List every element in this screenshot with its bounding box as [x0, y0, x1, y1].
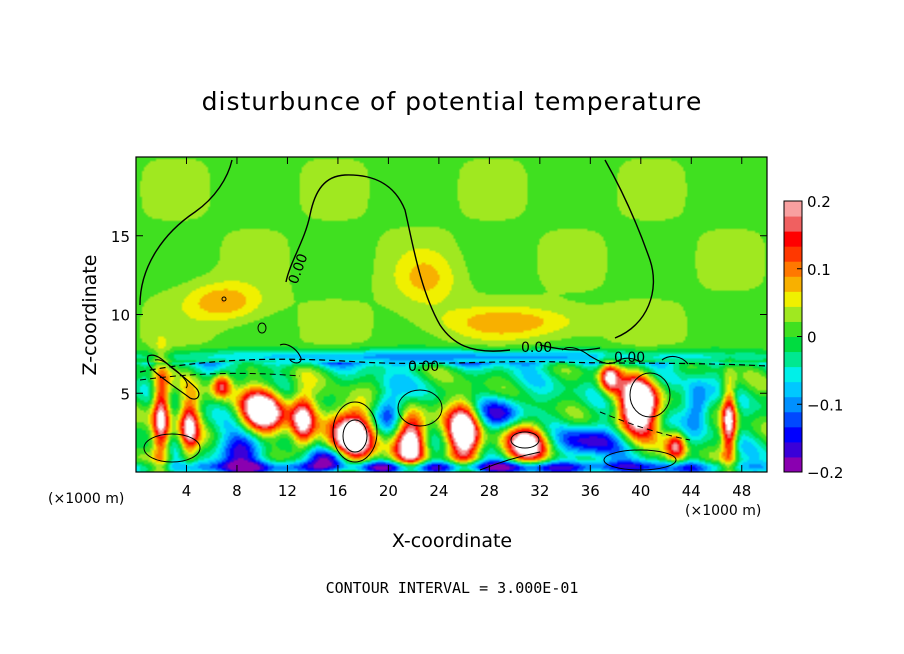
- x-tick-label: 16: [328, 482, 347, 500]
- colorbar-swatch: [784, 246, 802, 262]
- colorbar-swatch: [784, 276, 802, 292]
- x-tick-label: 24: [429, 482, 448, 500]
- chart-title: disturbunce of potential temperature: [202, 87, 703, 116]
- x-tick-label: 48: [732, 482, 751, 500]
- x-tick-label: 32: [530, 482, 549, 500]
- y-axis-label: Z-coordinate: [79, 255, 101, 376]
- colorbar-tick-label: −0.2: [807, 464, 843, 482]
- contour-label-3: 0.00: [521, 340, 552, 356]
- x-unit-label-right: (×1000 m): [685, 503, 761, 519]
- x-tick-label: 12: [278, 482, 297, 500]
- x-axis-label: X-coordinate: [392, 530, 512, 552]
- colorbar: 0.2 0.1 0 −0.1 −0.2: [783, 193, 843, 482]
- y-tick-label: 5: [120, 385, 130, 403]
- colorbar-swatch: [784, 441, 802, 458]
- contour-label-4: 0.00: [614, 350, 645, 366]
- colorbar-tick-label: 0.1: [807, 261, 831, 279]
- plot-area: 0.00 0.00 0.00 0.00 4 8 12 16 20 24 28 32 36 40 44…: [111, 156, 768, 500]
- y-tick-label: 10: [111, 307, 130, 325]
- colorbar-swatch: [784, 351, 802, 368]
- colorbar-swatch: [784, 231, 802, 247]
- colorbar-tick-label: −0.1: [807, 396, 843, 414]
- x-tick-label: 8: [232, 482, 242, 500]
- x-tick-label: 44: [682, 482, 701, 500]
- colorbar-swatch: [784, 321, 802, 337]
- colorbar-swatch: [784, 381, 802, 398]
- contour-label-2: 0.00: [408, 359, 439, 375]
- y-axis-ticks: 5 10 15: [111, 228, 767, 403]
- colorbar-swatch: [784, 201, 802, 217]
- x-tick-label: 40: [631, 482, 650, 500]
- colorbar-swatch: [784, 426, 802, 443]
- colorbar-swatch: [784, 261, 802, 277]
- heatmap-field: [136, 157, 767, 472]
- colorbar-swatch: [784, 291, 802, 307]
- x-tick-label: 36: [581, 482, 600, 500]
- colorbar-tick-label: 0: [807, 329, 817, 347]
- colorbar-swatch: [784, 336, 802, 353]
- colorbar-swatch: [784, 396, 802, 413]
- colorbar-swatch: [784, 411, 802, 428]
- colorbar-swatch: [784, 216, 802, 232]
- contour-interval-label: CONTOUR INTERVAL = 3.000E-01: [326, 579, 579, 597]
- x-axis-ticks: 4 8 12 16 20 24 28 32 36 40 44 48: [182, 157, 751, 500]
- x-tick-label: 4: [182, 482, 192, 500]
- contour-lines: 0.00 0.00 0.00 0.00: [139, 159, 767, 471]
- x-tick-label: 20: [379, 482, 398, 500]
- y-tick-label: 15: [111, 228, 130, 246]
- x-unit-label-left: (×1000 m): [48, 491, 124, 507]
- x-tick-label: 28: [480, 482, 499, 500]
- colorbar-tick-label: 0.2: [807, 193, 831, 211]
- colorbar-swatch: [784, 456, 802, 473]
- colorbar-swatch: [784, 306, 802, 322]
- colorbar-swatch: [784, 366, 802, 383]
